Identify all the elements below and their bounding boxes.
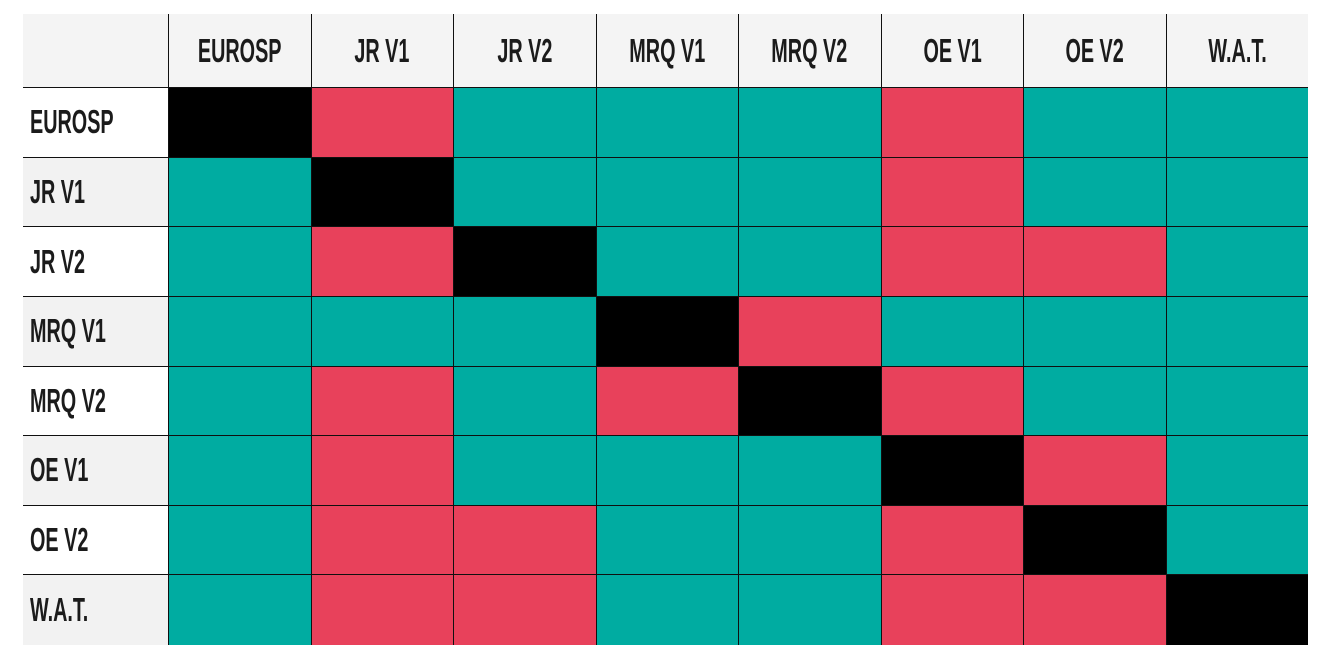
col-header-label: EUROSP bbox=[197, 31, 282, 69]
col-header-label: JR V1 bbox=[354, 31, 410, 69]
matrix-cell-5-2 bbox=[453, 436, 596, 506]
matrix-cell-4-4 bbox=[738, 366, 881, 437]
col-header-oe-v2: OE V2 bbox=[1023, 14, 1166, 88]
col-header-label: JR V2 bbox=[497, 31, 553, 69]
matrix-cell-7-2 bbox=[453, 575, 596, 645]
matrix-cell-6-2 bbox=[453, 505, 596, 576]
matrix-cell-2-0 bbox=[168, 227, 311, 297]
matrix-cell-0-2 bbox=[453, 88, 596, 158]
matrix-cell-0-0 bbox=[168, 88, 311, 158]
matrix-cell-4-5 bbox=[880, 366, 1023, 437]
matrix-cell-3-0 bbox=[168, 296, 311, 367]
col-header-eurosp: EUROSP bbox=[168, 14, 311, 88]
matrix-cell-2-7 bbox=[1165, 227, 1308, 297]
matrix-cell-5-5 bbox=[880, 436, 1023, 506]
matrix-cell-1-0 bbox=[168, 157, 311, 228]
col-header-label: OE V2 bbox=[1065, 31, 1124, 69]
matrix-cell-2-1 bbox=[310, 227, 453, 297]
row-header-label: MRQ V2 bbox=[30, 381, 106, 419]
matrix-cell-3-3 bbox=[595, 296, 738, 367]
row-header-label: W.A.T. bbox=[30, 591, 89, 629]
matrix-cell-1-3 bbox=[595, 157, 738, 228]
matrix-cell-3-1 bbox=[310, 296, 453, 367]
matrix-cell-1-5 bbox=[880, 157, 1023, 228]
col-header-mrq-v2: MRQ V2 bbox=[738, 14, 881, 88]
matrix-cell-4-6 bbox=[1023, 366, 1166, 437]
row-header-label: MRQ V1 bbox=[30, 312, 106, 350]
matrix-cell-6-4 bbox=[738, 505, 881, 576]
matrix-cell-3-4 bbox=[738, 296, 881, 367]
matrix-cell-2-5 bbox=[880, 227, 1023, 297]
matrix-cell-7-7 bbox=[1165, 575, 1308, 645]
col-header-oe-v1: OE V1 bbox=[880, 14, 1023, 88]
matrix-cell-4-2 bbox=[453, 366, 596, 437]
corner-cell bbox=[23, 14, 168, 88]
row-header-jr-v1: JR V1 bbox=[23, 157, 168, 228]
col-header-label: OE V1 bbox=[923, 31, 982, 69]
matrix-cell-1-2 bbox=[453, 157, 596, 228]
matrix-cell-7-5 bbox=[880, 575, 1023, 645]
matrix-cell-6-0 bbox=[168, 505, 311, 576]
row-header-label: OE V1 bbox=[30, 451, 89, 489]
row-header-label: EUROSP bbox=[30, 103, 114, 141]
matrix-cell-0-3 bbox=[595, 88, 738, 158]
matrix-cell-2-3 bbox=[595, 227, 738, 297]
row-header-mrq-v2: MRQ V2 bbox=[23, 366, 168, 437]
matrix-cell-5-7 bbox=[1165, 436, 1308, 506]
matrix-cell-5-6 bbox=[1023, 436, 1166, 506]
row-header-oe-v1: OE V1 bbox=[23, 436, 168, 506]
matrix-cell-1-7 bbox=[1165, 157, 1308, 228]
matrix-cell-3-2 bbox=[453, 296, 596, 367]
row-header-oe-v2: OE V2 bbox=[23, 505, 168, 576]
matrix-cell-0-4 bbox=[738, 88, 881, 158]
col-header-label: MRQ V1 bbox=[629, 31, 706, 69]
matrix-cell-6-5 bbox=[880, 505, 1023, 576]
matrix-cell-2-2 bbox=[453, 227, 596, 297]
col-header-label: W.A.T. bbox=[1208, 31, 1267, 69]
matrix-cell-3-5 bbox=[880, 296, 1023, 367]
matrix-cell-6-6 bbox=[1023, 505, 1166, 576]
row-header-label: OE V2 bbox=[30, 521, 89, 559]
matrix-cell-0-5 bbox=[880, 88, 1023, 158]
col-header-label: MRQ V2 bbox=[771, 31, 848, 69]
row-header-w-a-t-: W.A.T. bbox=[23, 575, 168, 645]
row-header-eurosp: EUROSP bbox=[23, 88, 168, 158]
matrix-cell-7-6 bbox=[1023, 575, 1166, 645]
matrix-cell-5-3 bbox=[595, 436, 738, 506]
matrix-cell-7-4 bbox=[738, 575, 881, 645]
row-header-label: JR V2 bbox=[30, 242, 86, 280]
col-header-jr-v1: JR V1 bbox=[310, 14, 453, 88]
matrix-cell-5-4 bbox=[738, 436, 881, 506]
matrix-cell-7-3 bbox=[595, 575, 738, 645]
matrix-cell-0-7 bbox=[1165, 88, 1308, 158]
matrix-cell-6-1 bbox=[310, 505, 453, 576]
matrix-cell-3-6 bbox=[1023, 296, 1166, 367]
row-header-mrq-v1: MRQ V1 bbox=[23, 296, 168, 367]
matrix-cell-5-0 bbox=[168, 436, 311, 506]
matrix-cell-6-3 bbox=[595, 505, 738, 576]
row-header-label: JR V1 bbox=[30, 172, 86, 210]
col-header-jr-v2: JR V2 bbox=[453, 14, 596, 88]
matrix-cell-1-6 bbox=[1023, 157, 1166, 228]
matrix-cell-0-6 bbox=[1023, 88, 1166, 158]
row-header-jr-v2: JR V2 bbox=[23, 227, 168, 297]
matrix-cell-5-1 bbox=[310, 436, 453, 506]
matrix-cell-4-1 bbox=[310, 366, 453, 437]
matrix-cell-1-4 bbox=[738, 157, 881, 228]
matrix-cell-7-0 bbox=[168, 575, 311, 645]
matrix-cell-4-3 bbox=[595, 366, 738, 437]
matrix-cell-3-7 bbox=[1165, 296, 1308, 367]
col-header-mrq-v1: MRQ V1 bbox=[595, 14, 738, 88]
matrix-cell-6-7 bbox=[1165, 505, 1308, 576]
matrix-cell-1-1 bbox=[310, 157, 453, 228]
comparison-matrix: EUROSP JR V1 JR V2 MRQ V1 MRQ V2 OE V1 OE V2 W.… bbox=[23, 14, 1308, 645]
matrix-cell-7-1 bbox=[310, 575, 453, 645]
matrix-cell-0-1 bbox=[310, 88, 453, 158]
matrix-cell-2-6 bbox=[1023, 227, 1166, 297]
matrix-cell-4-0 bbox=[168, 366, 311, 437]
matrix-cell-4-7 bbox=[1165, 366, 1308, 437]
matrix-cell-2-4 bbox=[738, 227, 881, 297]
col-header-w-a-t-: W.A.T. bbox=[1165, 14, 1308, 88]
